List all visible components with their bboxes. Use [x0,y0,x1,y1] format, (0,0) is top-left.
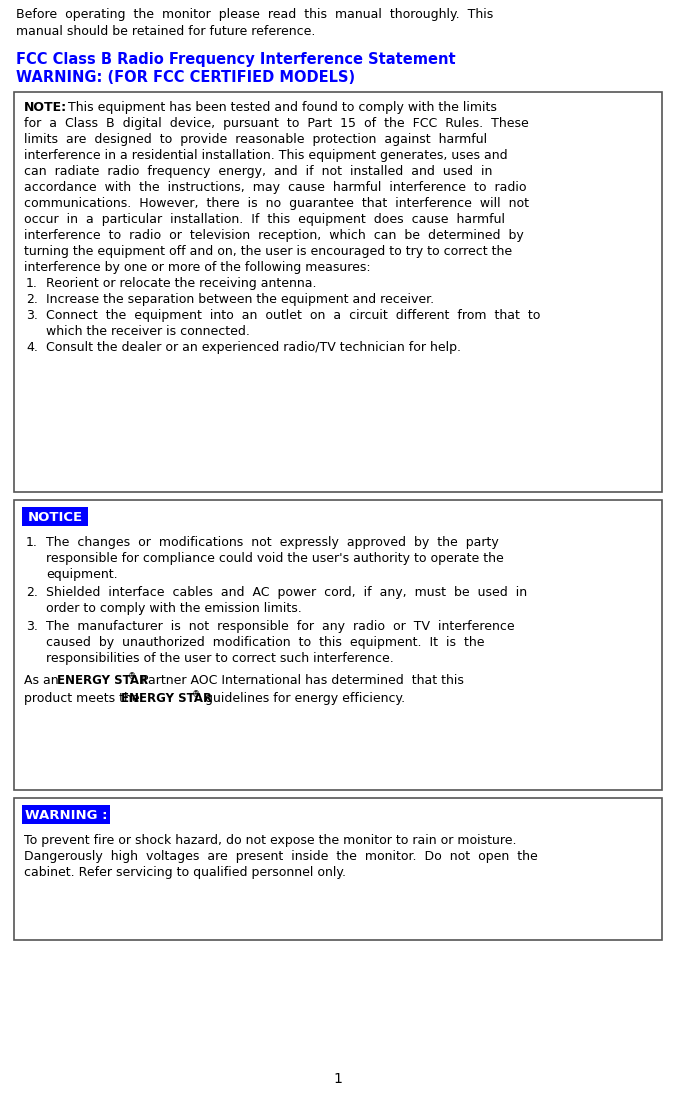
Text: FCC Class B Radio Frequency Interference Statement: FCC Class B Radio Frequency Interference… [16,52,456,67]
Text: guidelines for energy efficiency.: guidelines for energy efficiency. [201,692,405,705]
Text: ENERGY STAR: ENERGY STAR [57,674,148,687]
Text: responsibilities of the user to correct such interference.: responsibilities of the user to correct … [46,652,393,665]
Bar [14,92,662,492]
Text: This equipment has been tested and found to comply with the limits: This equipment has been tested and found… [64,101,497,114]
Text: To prevent fire or shock hazard, do not expose the monitor to rain or moisture.: To prevent fire or shock hazard, do not … [24,834,516,847]
Text: limits  are  designed  to  provide  reasonable  protection  against  harmful: limits are designed to provide reasonabl… [24,133,487,146]
Text: The  changes  or  modifications  not  expressly  approved  by  the  party: The changes or modifications not express… [46,536,499,549]
Text: turning the equipment off and on, the user is encouraged to try to correct the: turning the equipment off and on, the us… [24,246,512,258]
Text: The  manufacturer  is  not  responsible  for  any  radio  or  TV  interference: The manufacturer is not responsible for … [46,620,514,633]
Text: 1.: 1. [26,277,38,290]
Text: caused  by  unauthorized  modification  to  this  equipment.  It  is  the: caused by unauthorized modification to t… [46,636,485,649]
Text: equipment.: equipment. [46,568,118,581]
Text: 1: 1 [333,1072,343,1086]
Text: product meets the: product meets the [24,692,143,705]
Text: communications.  However,  there  is  no  guarantee  that  interference  will  n: communications. However, there is no gua… [24,197,529,210]
Text: cabinet. Refer servicing to qualified personnel only.: cabinet. Refer servicing to qualified pe… [24,866,346,879]
Text: manual should be retained for future reference.: manual should be retained for future ref… [16,25,316,38]
Text: responsible for compliance could void the user's authority to operate the: responsible for compliance could void th… [46,552,504,566]
Text: 3.: 3. [26,309,38,322]
Text: 2.: 2. [26,586,38,600]
Text: Dangerously  high  voltages  are  present  inside  the  monitor.  Do  not  open : Dangerously high voltages are present in… [24,850,537,863]
Text: order to comply with the emission limits.: order to comply with the emission limits… [46,602,301,615]
Text: WARNING: (FOR FCC CERTIFIED MODELS): WARNING: (FOR FCC CERTIFIED MODELS) [16,70,355,85]
Text: occur  in  a  particular  installation.  If  this  equipment  does  cause  harmf: occur in a particular installation. If t… [24,213,505,226]
Text: Consult the dealer or an experienced radio/TV technician for help.: Consult the dealer or an experienced rad… [46,341,461,354]
Text: Partner AOC International has determined  that this: Partner AOC International has determined… [137,674,464,687]
Text: 3.: 3. [26,620,38,633]
Text: Increase the separation between the equipment and receiver.: Increase the separation between the equi… [46,293,434,306]
Text: 2.: 2. [26,293,38,306]
Text: As an: As an [24,674,63,687]
Text: 4.: 4. [26,341,38,354]
Text: Shielded  interface  cables  and  AC  power  cord,  if  any,  must  be  used  in: Shielded interface cables and AC power c… [46,586,527,600]
Bar [14,500,662,790]
Text: Reorient or relocate the receiving antenna.: Reorient or relocate the receiving anten… [46,277,316,290]
Text: ENERGY STAR: ENERGY STAR [121,692,212,705]
Text: for  a  Class  B  digital  device,  pursuant  to  Part  15  of  the  FCC  Rules.: for a Class B digital device, pursuant t… [24,117,529,130]
Text: Connect  the  equipment  into  an  outlet  on  a  circuit  different  from  that: Connect the equipment into an outlet on … [46,309,540,322]
Text: Before  operating  the  monitor  please  read  this  manual  thoroughly.  This: Before operating the monitor please read… [16,8,493,21]
Text: can  radiate  radio  frequency  energy,  and  if  not  installed  and  used  in: can radiate radio frequency energy, and … [24,165,492,178]
Text: ®: ® [128,672,137,681]
Text: NOTE:: NOTE: [24,101,67,114]
Text: interference  to  radio  or  television  reception,  which  can  be  determined : interference to radio or television rece… [24,229,524,242]
Bar [22,507,88,526]
Text: 1.: 1. [26,536,38,549]
Bar [22,804,110,824]
Text: NOTICE: NOTICE [28,511,82,524]
Bar [14,798,662,940]
Text: ®: ® [192,690,200,699]
Text: which the receiver is connected.: which the receiver is connected. [46,326,250,338]
Text: interference in a residential installation. This equipment generates, uses and: interference in a residential installati… [24,149,508,162]
Text: accordance  with  the  instructions,  may  cause  harmful  interference  to  rad: accordance with the instructions, may ca… [24,181,527,194]
Text: interference by one or more of the following measures:: interference by one or more of the follo… [24,261,370,274]
Text: WARNING :: WARNING : [25,809,107,822]
